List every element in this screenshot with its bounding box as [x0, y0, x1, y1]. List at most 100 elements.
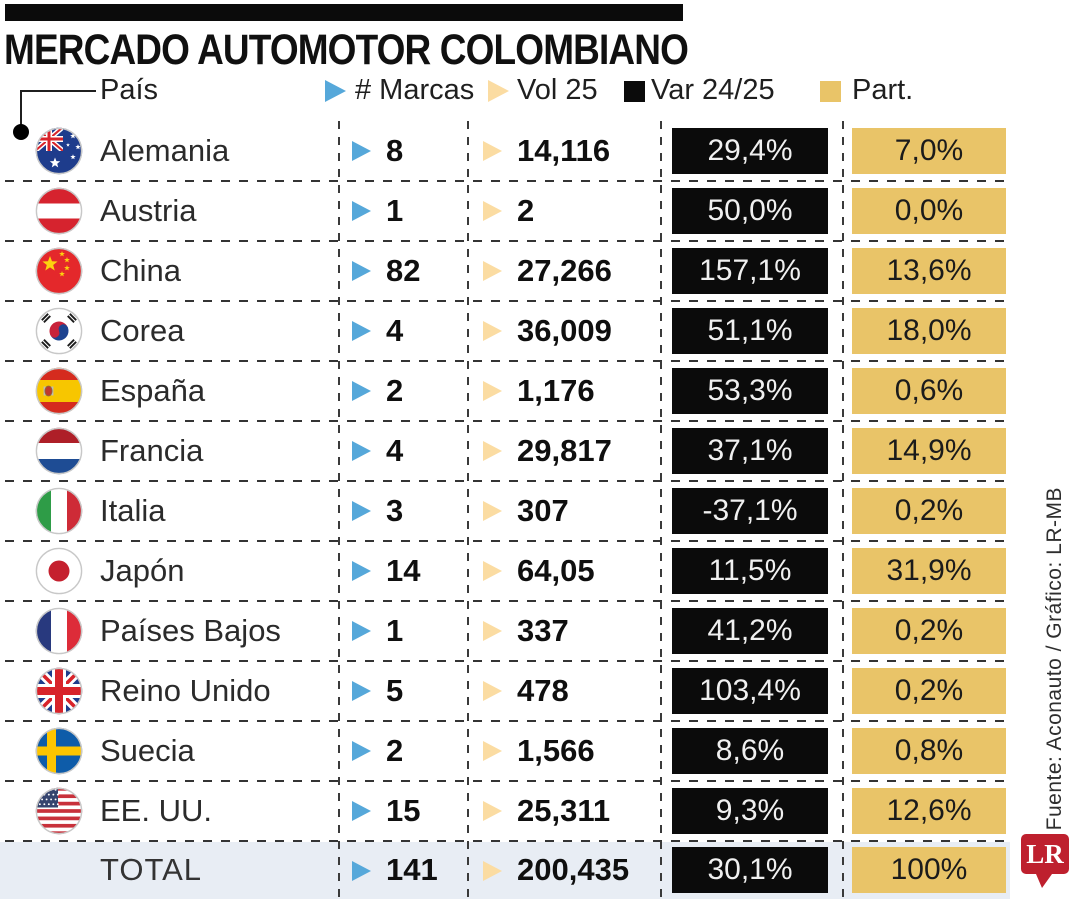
- vol-triangle-icon: [483, 201, 502, 221]
- row-separator: [5, 180, 1010, 182]
- australia-flag-icon: [35, 127, 83, 175]
- table-row: Alemania 8 14,116 29,4% 7,0%: [0, 121, 1080, 182]
- country-label: España: [100, 373, 206, 408]
- marcas-triangle-icon: [325, 80, 346, 102]
- row-separator: [5, 300, 1010, 302]
- source-credit: Fuente: Aconauto / Gráfico: LR-MB: [1043, 486, 1066, 830]
- country-label: Reino Unido: [100, 673, 271, 708]
- column-header-vol: Vol 25: [517, 74, 598, 106]
- marcas-value: 141: [386, 852, 438, 887]
- table-row: Reino Unido 5 478 103,4% 0,2%: [0, 661, 1080, 722]
- usa-flag-icon: [35, 787, 83, 835]
- vol-triangle-icon: [483, 681, 502, 701]
- marcas-triangle-icon: [352, 561, 371, 581]
- vol-value: 1,176: [517, 373, 595, 408]
- vol-triangle-icon: [483, 621, 502, 641]
- row-separator: [5, 780, 1010, 782]
- marcas-triangle-icon: [352, 621, 371, 641]
- south-korea-flag-icon: [35, 307, 83, 355]
- vol-value: 337: [517, 613, 569, 648]
- vol-triangle-icon: [483, 261, 502, 281]
- row-separator: [5, 840, 1010, 842]
- part-value-box: 0,6%: [852, 368, 1006, 414]
- table-header: País # Marcas Vol 25 Var 24/25 Part.: [0, 74, 1080, 140]
- var-value-box: 103,4%: [672, 668, 828, 714]
- marcas-value: 1: [386, 613, 404, 648]
- vol-triangle-icon: [483, 381, 502, 401]
- marcas-triangle-icon: [352, 321, 371, 341]
- vol-triangle-icon: [483, 441, 502, 461]
- japan-flag-icon: [35, 547, 83, 595]
- part-value-box: 0,2%: [852, 668, 1006, 714]
- china-flag-icon: [35, 247, 83, 295]
- vol-triangle-icon: [483, 321, 502, 341]
- part-value-box: 0,2%: [852, 608, 1006, 654]
- var-value-box: 50,0%: [672, 188, 828, 234]
- var-value-box: 37,1%: [672, 428, 828, 474]
- part-value-box: 0,0%: [852, 188, 1006, 234]
- lr-logo: LR: [1021, 834, 1069, 892]
- total-row: TOTAL 141 200,435 30,1% 100%: [0, 841, 1080, 899]
- var-value-box: 41,2%: [672, 608, 828, 654]
- part-value-box: 14,9%: [852, 428, 1006, 474]
- sweden-flag-icon: [35, 727, 83, 775]
- part-value-box: 12,6%: [852, 788, 1006, 834]
- marcas-triangle-icon: [352, 801, 371, 821]
- marcas-value: 8: [386, 133, 404, 168]
- vol-value: 200,435: [517, 852, 630, 887]
- spain-flag-icon: [35, 367, 83, 415]
- row-separator: [5, 720, 1010, 722]
- table-row: EE. UU. 15 25,311 9,3% 12,6%: [0, 781, 1080, 842]
- total-row-background: [0, 842, 1010, 899]
- row-separator: [5, 420, 1010, 422]
- part-value-box: 0,2%: [852, 488, 1006, 534]
- marcas-value: 4: [386, 313, 404, 348]
- table-row: Corea 4 36,009 51,1% 18,0%: [0, 301, 1080, 362]
- table-row: Japón 14 64,05 11,5% 31,9%: [0, 541, 1080, 602]
- row-separator: [5, 540, 1010, 542]
- italy-flag-icon: [35, 487, 83, 535]
- country-label: EE. UU.: [100, 793, 212, 828]
- vol-value: 25,311: [517, 793, 611, 828]
- page-title: MERCADO AUTOMOTOR COLOMBIANO: [4, 26, 689, 74]
- marcas-value: 2: [386, 733, 404, 768]
- table-row: Suecia 2 1,566 8,6% 0,8%: [0, 721, 1080, 782]
- netherlands-flag-icon: [35, 427, 83, 475]
- country-label: Corea: [100, 313, 185, 348]
- country-label: Alemania: [100, 133, 230, 168]
- marcas-triangle-icon: [352, 681, 371, 701]
- marcas-value: 2: [386, 373, 404, 408]
- marcas-value: 4: [386, 433, 404, 468]
- vol-triangle-icon: [483, 561, 502, 581]
- part-value-box: 31,9%: [852, 548, 1006, 594]
- marcas-value: 1: [386, 193, 404, 228]
- part-square-icon: [820, 81, 841, 102]
- vol-triangle-icon: [483, 801, 502, 821]
- table-row: Francia 4 29,817 37,1% 14,9%: [0, 421, 1080, 482]
- country-label: Francia: [100, 433, 204, 468]
- marcas-value: 5: [386, 673, 404, 708]
- var-value-box: 29,4%: [672, 128, 828, 174]
- pais-connector-line: [21, 90, 96, 92]
- var-value-box: 157,1%: [672, 248, 828, 294]
- marcas-triangle-icon: [352, 441, 371, 461]
- data-table: Alemania 8 14,116 29,4% 7,0% Austria 1 2…: [0, 121, 1080, 900]
- part-value-box: 7,0%: [852, 128, 1006, 174]
- var-value-box: 9,3%: [672, 788, 828, 834]
- vol-value: 1,566: [517, 733, 595, 768]
- country-label: China: [100, 253, 181, 288]
- marcas-value: 14: [386, 553, 421, 588]
- vol-triangle-icon: [488, 80, 509, 102]
- france-flag-icon: [35, 607, 83, 655]
- top-bar: [5, 4, 683, 21]
- vol-value: 29,817: [517, 433, 612, 468]
- vol-triangle-icon: [483, 861, 502, 881]
- part-value-box: 13,6%: [852, 248, 1006, 294]
- column-header-var: Var 24/25: [651, 74, 775, 106]
- column-header-part: Part.: [852, 74, 914, 106]
- country-label: Países Bajos: [100, 613, 281, 648]
- pais-connector-line: [20, 90, 22, 126]
- table-row: Italia 3 307 -37,1% 0,2%: [0, 481, 1080, 542]
- var-value-box: 8,6%: [672, 728, 828, 774]
- austria-flag-icon: [35, 187, 83, 235]
